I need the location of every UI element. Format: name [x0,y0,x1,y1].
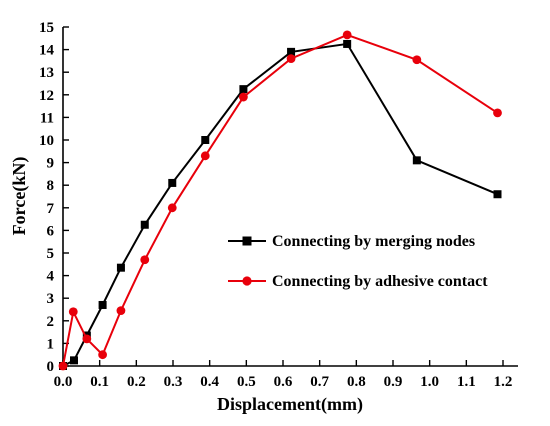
x-tick-label: 0.6 [274,374,293,390]
data-point [287,47,296,56]
data-point [239,85,248,94]
legend-label-merging: Connecting by merging nodes [272,233,475,250]
data-point [200,151,210,161]
data-point [342,30,352,40]
y-tick-label: 3 [47,291,55,307]
y-tick-label: 0 [47,359,55,375]
legend-marker-square [242,236,252,246]
y-tick-label: 2 [47,314,55,330]
legend-label-adhesive: Connecting by adhesive contact [272,273,488,290]
y-tick-label: 4 [47,269,55,285]
y-tick-label: 12 [39,88,54,104]
x-tick-label: 0.7 [310,374,329,390]
y-tick-label: 15 [39,20,54,36]
x-tick-label: 0.8 [347,374,366,390]
y-tick-label: 13 [39,65,54,81]
x-tick-label: 0.5 [237,374,256,390]
y-tick-label: 14 [39,43,55,59]
data-point [70,356,78,365]
y-tick-label: 8 [47,178,55,194]
legend-marker-circle [242,276,252,286]
legend: Connecting by merging nodes Connecting b… [228,233,488,290]
series-merging-nodes [59,39,502,370]
data-point [98,300,107,309]
x-axis-label: Displacement(mm) [217,394,363,415]
series-layer [58,30,502,371]
y-axis-label: Force(kN) [9,157,30,236]
y-tick-label: 6 [47,223,55,239]
x-tick-label: 0.3 [164,374,183,390]
x-axis-ticks: 0.0 0.1 0.2 0.3 0.4 0.5 0.6 0.7 0.8 0.9 1.0 1.1 1.2 [54,360,513,390]
data-point [412,55,422,65]
series-line [62,33,499,367]
x-tick-label: 1.2 [494,374,513,390]
legend-item-merging: Connecting by merging nodes [228,233,475,250]
x-tick-label: 0.2 [127,374,146,390]
legend-item-adhesive: Connecting by adhesive contact [228,273,488,290]
x-tick-label: 0.9 [384,374,403,390]
data-point [98,350,107,360]
data-point [412,156,421,165]
data-point [116,306,126,316]
data-point [58,361,68,371]
y-tick-label: 5 [47,246,55,262]
x-tick-label: 1.0 [420,374,439,390]
y-tick-label: 1 [47,336,55,352]
plot-area [62,27,518,367]
y-tick-label: 11 [40,110,54,126]
x-tick-label: 0.4 [200,374,219,390]
series-line [62,42,498,367]
series-adhesive-contact [58,30,502,371]
x-tick-label: 0.0 [54,374,73,390]
data-point [140,220,149,229]
data-point [82,334,92,344]
data-point [286,54,296,64]
data-point [201,136,210,144]
y-tick-label: 10 [39,133,54,149]
y-tick-label: 7 [47,201,55,217]
data-point [116,263,125,272]
data-point [68,307,78,317]
y-tick-label: 9 [47,156,55,172]
data-point [493,108,502,118]
data-point [239,92,248,102]
data-point [167,203,177,213]
data-point [140,255,150,265]
data-point [168,178,177,187]
data-point [493,190,502,199]
data-point [343,39,352,48]
x-tick-label: 0.1 [90,374,109,390]
x-tick-label: 1.1 [457,374,476,390]
